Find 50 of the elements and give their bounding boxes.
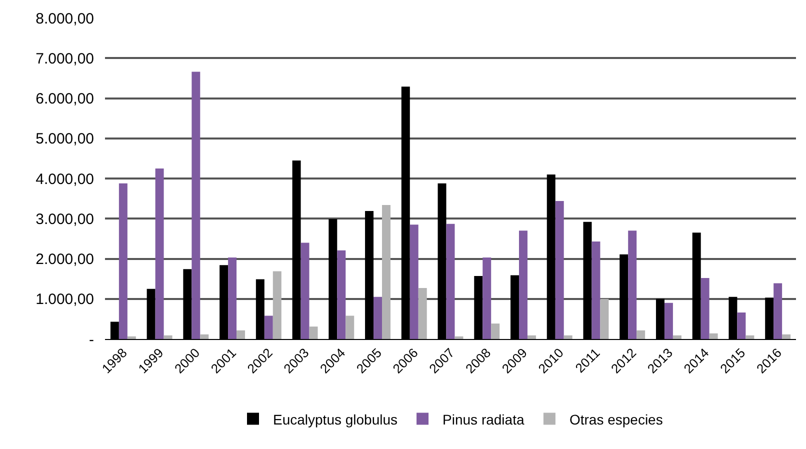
bar [491,324,500,339]
bar [309,326,318,339]
bar [782,334,791,339]
y-tick-label: - [89,331,94,348]
y-tick-label: 8.000,00 [36,10,94,28]
bar [636,330,646,339]
bar [346,316,354,339]
bar [600,298,609,339]
bar [228,258,237,339]
bar [264,316,273,339]
y-tick-label: 7.000,00 [36,50,94,68]
bar [418,288,427,339]
bar [628,230,637,339]
y-tick-label: 6.000,00 [36,90,94,108]
y-tick-label: 3.000,00 [36,210,94,228]
bar [382,204,390,339]
bar [672,335,682,339]
bar [155,168,164,339]
bar [236,330,246,339]
bar [118,183,128,339]
bar [374,296,382,339]
legend-label: Pinus radiata [442,411,524,428]
bar [527,335,536,339]
y-tick-label: 1.000,00 [36,291,94,308]
bar [272,271,282,339]
bar [192,72,200,339]
bar [300,242,310,339]
bar [454,336,464,339]
y-tick-label: 5.000,00 [36,130,94,148]
bar [709,333,718,339]
bar [700,278,710,339]
bar [410,224,418,339]
bar [746,335,754,339]
bar [518,230,528,339]
bar [200,334,209,339]
bar [337,250,346,339]
bar [127,336,136,339]
bar [774,283,782,339]
y-tick-label: 2.000,00 [36,251,94,268]
y-tick-label: 4.000,00 [36,170,94,188]
legend-label: Otras especies [569,411,663,428]
bar [555,200,564,339]
bar [446,224,455,339]
bar [664,302,673,339]
bar [482,258,492,339]
bar [564,335,572,339]
bar [592,242,600,339]
legend-label: Eucalyptus globulus [273,411,398,428]
bar [164,335,172,339]
bar [737,312,746,339]
